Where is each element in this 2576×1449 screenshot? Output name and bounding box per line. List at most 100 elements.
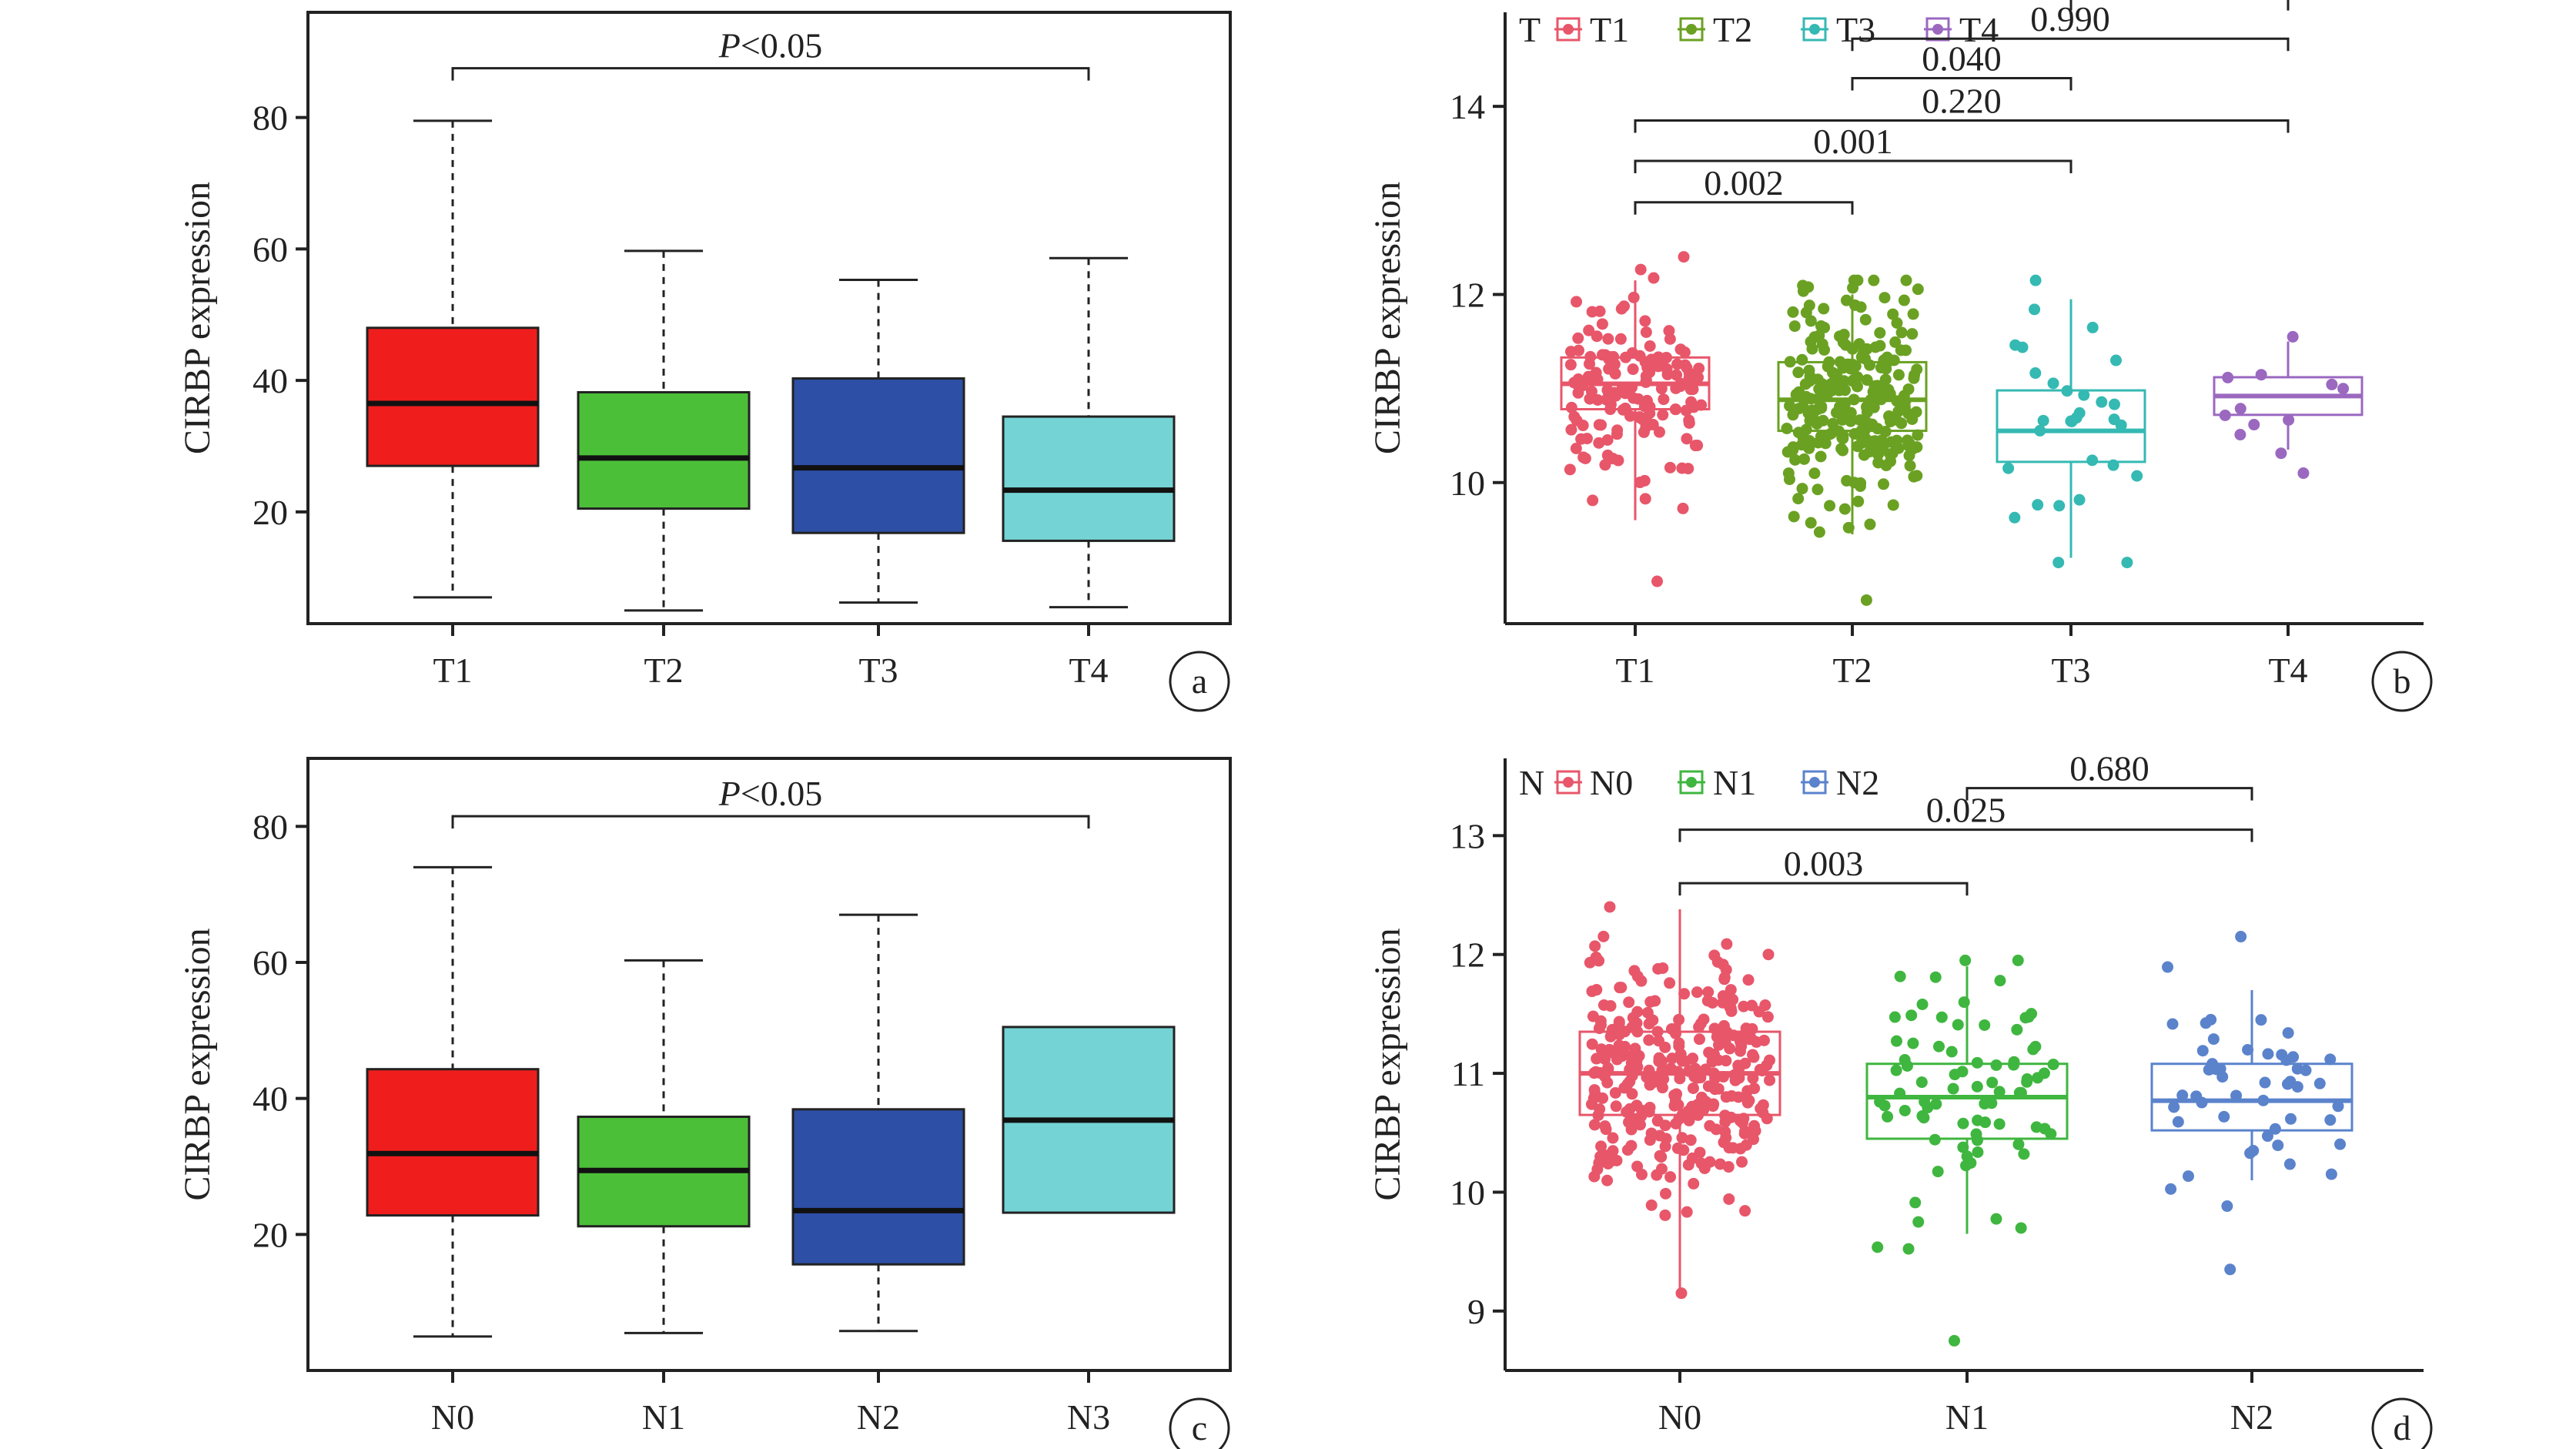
box-T2 xyxy=(577,390,751,510)
data-point-N0 xyxy=(1762,949,1775,961)
data-point-T3 xyxy=(2061,385,2073,397)
data-point-N0 xyxy=(1702,1080,1715,1093)
data-point-N0 xyxy=(1759,999,1771,1012)
data-point-T2 xyxy=(1864,518,1876,530)
data-point-T2 xyxy=(1849,377,1862,390)
data-point-T1 xyxy=(1626,381,1638,393)
data-point-T3 xyxy=(2037,414,2049,427)
data-point-N2 xyxy=(2300,1064,2312,1076)
data-point-N0 xyxy=(1718,1019,1730,1032)
data-point-N1 xyxy=(1958,996,1970,1009)
data-point-N0 xyxy=(1763,1054,1775,1066)
data-point-T1 xyxy=(1651,575,1664,587)
data-point-N1 xyxy=(1972,1114,1984,1126)
data-point-T2 xyxy=(1874,326,1886,339)
data-point-T2 xyxy=(1872,457,1885,469)
x-tick-label: T4 xyxy=(2268,651,2307,690)
data-point-N0 xyxy=(1594,1019,1607,1031)
data-point-T2 xyxy=(1889,438,1902,450)
data-point-N1 xyxy=(1952,1019,1964,1031)
panel-d: 9 10 11 12 13 N0 N1 N2 CIRBP expression d N N0 N1 N2 0… xyxy=(1367,749,2433,1449)
data-point-T2 xyxy=(1796,353,1808,366)
data-point-N0 xyxy=(1658,1073,1670,1085)
y-tick-label: 40 xyxy=(253,361,288,400)
data-point-N1 xyxy=(1971,1056,1983,1069)
comparison-bracket xyxy=(1678,828,2253,842)
data-point-N0 xyxy=(1591,1052,1603,1065)
y-tick-label: 11 xyxy=(1451,1054,1485,1093)
data-point-N1 xyxy=(2011,1023,2023,1036)
data-point-T4 xyxy=(2248,419,2260,431)
data-point-T2 xyxy=(1903,450,1915,462)
data-point-T1 xyxy=(1661,363,1673,375)
data-point-T1 xyxy=(1655,383,1668,395)
data-point-N0 xyxy=(1652,962,1664,975)
data-point-T1 xyxy=(1634,263,1647,276)
legend-label: T4 xyxy=(1959,10,1999,49)
p-threshold: <0.05 xyxy=(741,26,822,65)
data-point-N0 xyxy=(1613,1016,1625,1028)
data-point-N0 xyxy=(1645,1127,1658,1139)
data-point-N0 xyxy=(1739,1205,1751,1217)
data-point-T3 xyxy=(2016,341,2029,353)
data-point-T2 xyxy=(1805,517,1817,529)
data-point-N0 xyxy=(1651,1026,1664,1038)
data-point-T2 xyxy=(1825,378,1837,390)
data-point-T2 xyxy=(1821,389,1833,401)
data-point-N0 xyxy=(1621,1144,1634,1156)
data-point-T3 xyxy=(2115,419,2127,431)
data-point-N1 xyxy=(1947,1083,1959,1095)
significance-label: P<0.05 xyxy=(718,774,823,813)
data-point-T1 xyxy=(1572,373,1584,386)
data-point-T1 xyxy=(1683,372,1695,384)
data-point-N0 xyxy=(1758,1034,1770,1046)
data-point-N0 xyxy=(1725,984,1737,996)
data-point-N2 xyxy=(2332,1100,2344,1113)
data-point-N0 xyxy=(1712,1083,1725,1095)
data-point-T2 xyxy=(1860,594,1872,606)
data-point-N0 xyxy=(1691,1072,1703,1084)
data-point-N0 xyxy=(1747,1049,1759,1061)
data-point-N0 xyxy=(1740,1139,1752,1151)
data-point-N1 xyxy=(2013,1086,2026,1099)
data-point-T3 xyxy=(2029,303,2041,316)
data-point-T2 xyxy=(1864,359,1876,371)
data-point-T2 xyxy=(1852,440,1864,453)
data-point-N1 xyxy=(1935,1011,1948,1023)
data-point-T1 xyxy=(1657,409,1669,421)
data-point-N0 xyxy=(1651,1169,1663,1181)
y-tick-label: 12 xyxy=(1450,275,1485,314)
data-point-N1 xyxy=(2027,1043,2039,1056)
data-point-T1 xyxy=(1628,291,1640,303)
data-point-N1 xyxy=(1945,1046,1958,1058)
data-point-T2 xyxy=(1861,343,1873,355)
data-point-N1 xyxy=(1915,1076,1928,1089)
data-point-T1 xyxy=(1587,494,1599,507)
data-point-T1 xyxy=(1683,417,1695,429)
data-point-T1 xyxy=(1599,459,1611,471)
data-point-T4 xyxy=(2222,371,2234,383)
data-point-T2 xyxy=(1837,362,1849,374)
data-point-N0 xyxy=(1720,1132,1732,1144)
data-point-T1 xyxy=(1611,424,1624,437)
data-point-T2 xyxy=(1792,493,1805,505)
data-point-N0 xyxy=(1738,1113,1750,1125)
data-point-N2 xyxy=(2168,1101,2180,1113)
data-point-N1 xyxy=(1894,1087,1906,1099)
data-point-T2 xyxy=(1854,414,1866,427)
y-axis-label: CIRBP expression xyxy=(1367,182,1408,454)
data-point-T2 xyxy=(1799,378,1812,390)
data-point-N1 xyxy=(1882,1110,1894,1123)
comparison-bracket xyxy=(1965,787,2253,801)
data-point-T1 xyxy=(1687,383,1699,396)
data-point-N0 xyxy=(1720,1055,1732,1067)
data-point-T2 xyxy=(1824,500,1836,512)
data-point-T2 xyxy=(1826,366,1838,379)
y-tick-label: 13 xyxy=(1450,816,1485,855)
data-point-T4 xyxy=(2234,429,2246,441)
data-point-N1 xyxy=(2012,1138,2025,1150)
data-point-N1 xyxy=(1972,1134,1984,1146)
data-point-T2 xyxy=(1781,423,1793,435)
data-point-N0 xyxy=(1678,988,1691,1000)
data-point-N0 xyxy=(1618,1026,1631,1038)
